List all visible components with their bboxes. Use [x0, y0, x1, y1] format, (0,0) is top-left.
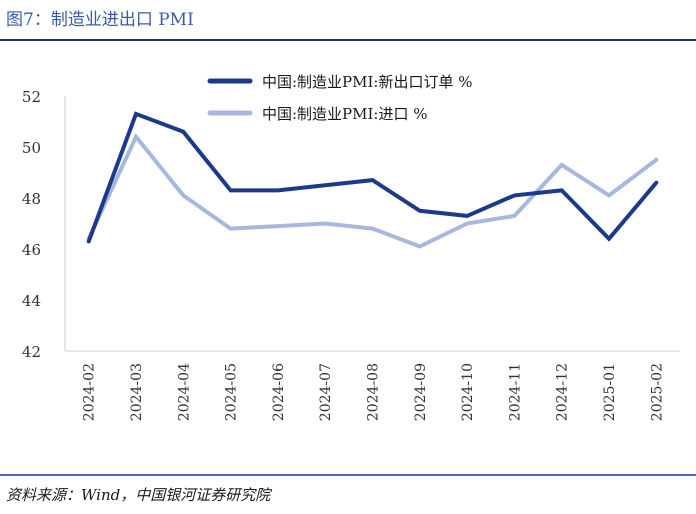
x-tick-label: 2024-02	[82, 363, 98, 421]
x-tick-label: 2024-05	[224, 363, 240, 421]
x-tick-label: 2024-07	[318, 363, 334, 421]
x-tick-label: 2024-11	[507, 363, 523, 421]
y-tick-label: 46	[22, 241, 41, 259]
x-tick-label: 2024-09	[413, 363, 429, 421]
x-tick-label: 2024-10	[460, 363, 476, 421]
x-tick-label: 2024-06	[271, 363, 287, 421]
x-tick-label: 2025-01	[602, 363, 618, 421]
y-tick-label: 50	[22, 139, 41, 157]
x-tick-label: 2024-08	[366, 363, 382, 421]
y-tick-label: 42	[22, 343, 41, 361]
footer-rule	[0, 474, 696, 476]
y-tick-label: 48	[22, 190, 41, 208]
chart-legend: 中国:制造业PMI:新出口订单 % 中国:制造业PMI:进口 %	[207, 73, 473, 123]
series-line-new-export-orders	[86, 111, 659, 244]
x-tick-label: 2024-04	[176, 363, 192, 421]
legend-label-new-export-orders: 中国:制造业PMI:新出口订单 %	[262, 73, 473, 91]
x-tick-label: 2024-03	[129, 363, 145, 421]
series-line-imports	[86, 133, 659, 249]
figure-title: 图7：制造业进出口 PMI	[6, 10, 194, 30]
title-rule	[0, 39, 696, 41]
y-tick-label: 52	[22, 88, 41, 106]
y-tick-label: 44	[22, 292, 41, 310]
x-tick-label: 2025-02	[649, 363, 665, 421]
legend-label-imports: 中国:制造业PMI:进口 %	[262, 105, 428, 123]
source-note: 资料来源：Wind，中国银河证券研究院	[6, 486, 271, 504]
x-tick-label: 2024-12	[555, 363, 571, 421]
